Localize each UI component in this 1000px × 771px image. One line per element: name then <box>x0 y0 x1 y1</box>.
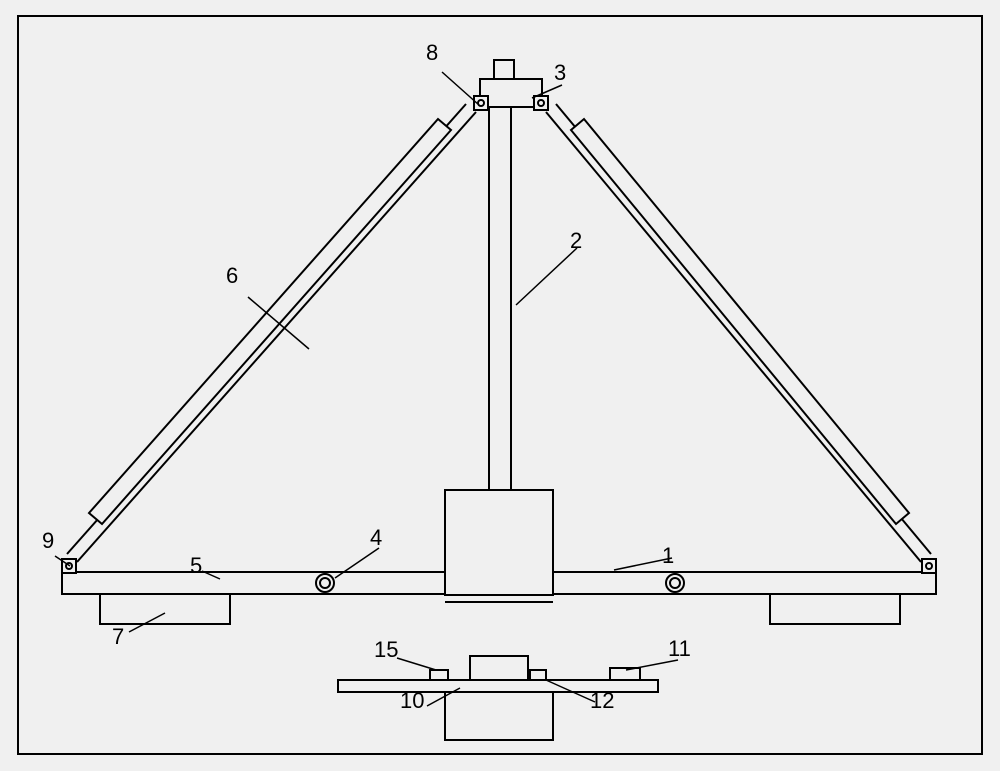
under-arm-box-left <box>100 594 230 624</box>
pivot-right-inner <box>670 578 680 588</box>
label-12: 12 <box>590 688 614 714</box>
small-block-right <box>610 668 640 680</box>
top-cap <box>494 60 514 79</box>
leader-lines <box>55 72 678 706</box>
diag-left-sleeve <box>89 119 451 524</box>
label-4: 4 <box>370 525 382 551</box>
upright-post <box>489 106 511 490</box>
label-2: 2 <box>570 228 582 254</box>
label-1: 1 <box>662 543 674 569</box>
arm-right <box>553 572 936 594</box>
diagram-svg <box>0 0 1000 771</box>
label-10: 10 <box>400 688 424 714</box>
tiny-block-center <box>530 670 546 680</box>
label-3: 3 <box>554 60 566 86</box>
diag-left-line1 <box>77 112 476 562</box>
technical-diagram: 1 2 3 4 5 6 7 8 9 10 11 12 15 <box>0 0 1000 771</box>
label-7: 7 <box>112 624 124 650</box>
label-6: 6 <box>226 263 238 289</box>
mid-block <box>470 656 528 680</box>
label-9: 9 <box>42 528 54 554</box>
top-block <box>480 79 542 107</box>
label-8: 8 <box>426 40 438 66</box>
small-block-left <box>430 670 448 680</box>
arm-left <box>62 572 445 594</box>
diag-right-sleeve <box>571 119 909 524</box>
border <box>18 16 982 754</box>
pivot-left-inner <box>320 578 330 588</box>
label-15: 15 <box>374 637 398 663</box>
label-11: 11 <box>668 636 691 662</box>
central-box-lower <box>445 692 553 740</box>
top-hinge-right <box>534 96 548 110</box>
arm-end-hinge-right <box>922 559 936 573</box>
under-arm-box-right <box>770 594 900 624</box>
label-5: 5 <box>190 553 202 579</box>
pivot-left-outer <box>316 574 334 592</box>
central-box <box>445 490 553 595</box>
diag-right-line1 <box>546 112 921 562</box>
pivot-right-outer <box>666 574 684 592</box>
